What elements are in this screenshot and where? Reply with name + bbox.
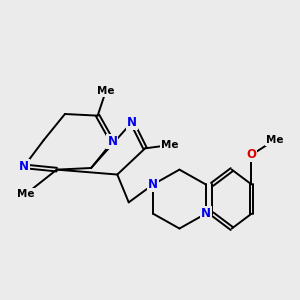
Text: N: N (19, 160, 29, 173)
Text: N: N (148, 178, 158, 191)
Text: N: N (127, 116, 137, 129)
Text: Me: Me (161, 140, 178, 150)
Text: Me: Me (266, 135, 283, 145)
Text: Me: Me (97, 86, 115, 96)
Text: O: O (246, 148, 256, 161)
Text: N: N (201, 207, 211, 220)
Text: N: N (107, 135, 117, 148)
Text: Me: Me (17, 189, 34, 199)
